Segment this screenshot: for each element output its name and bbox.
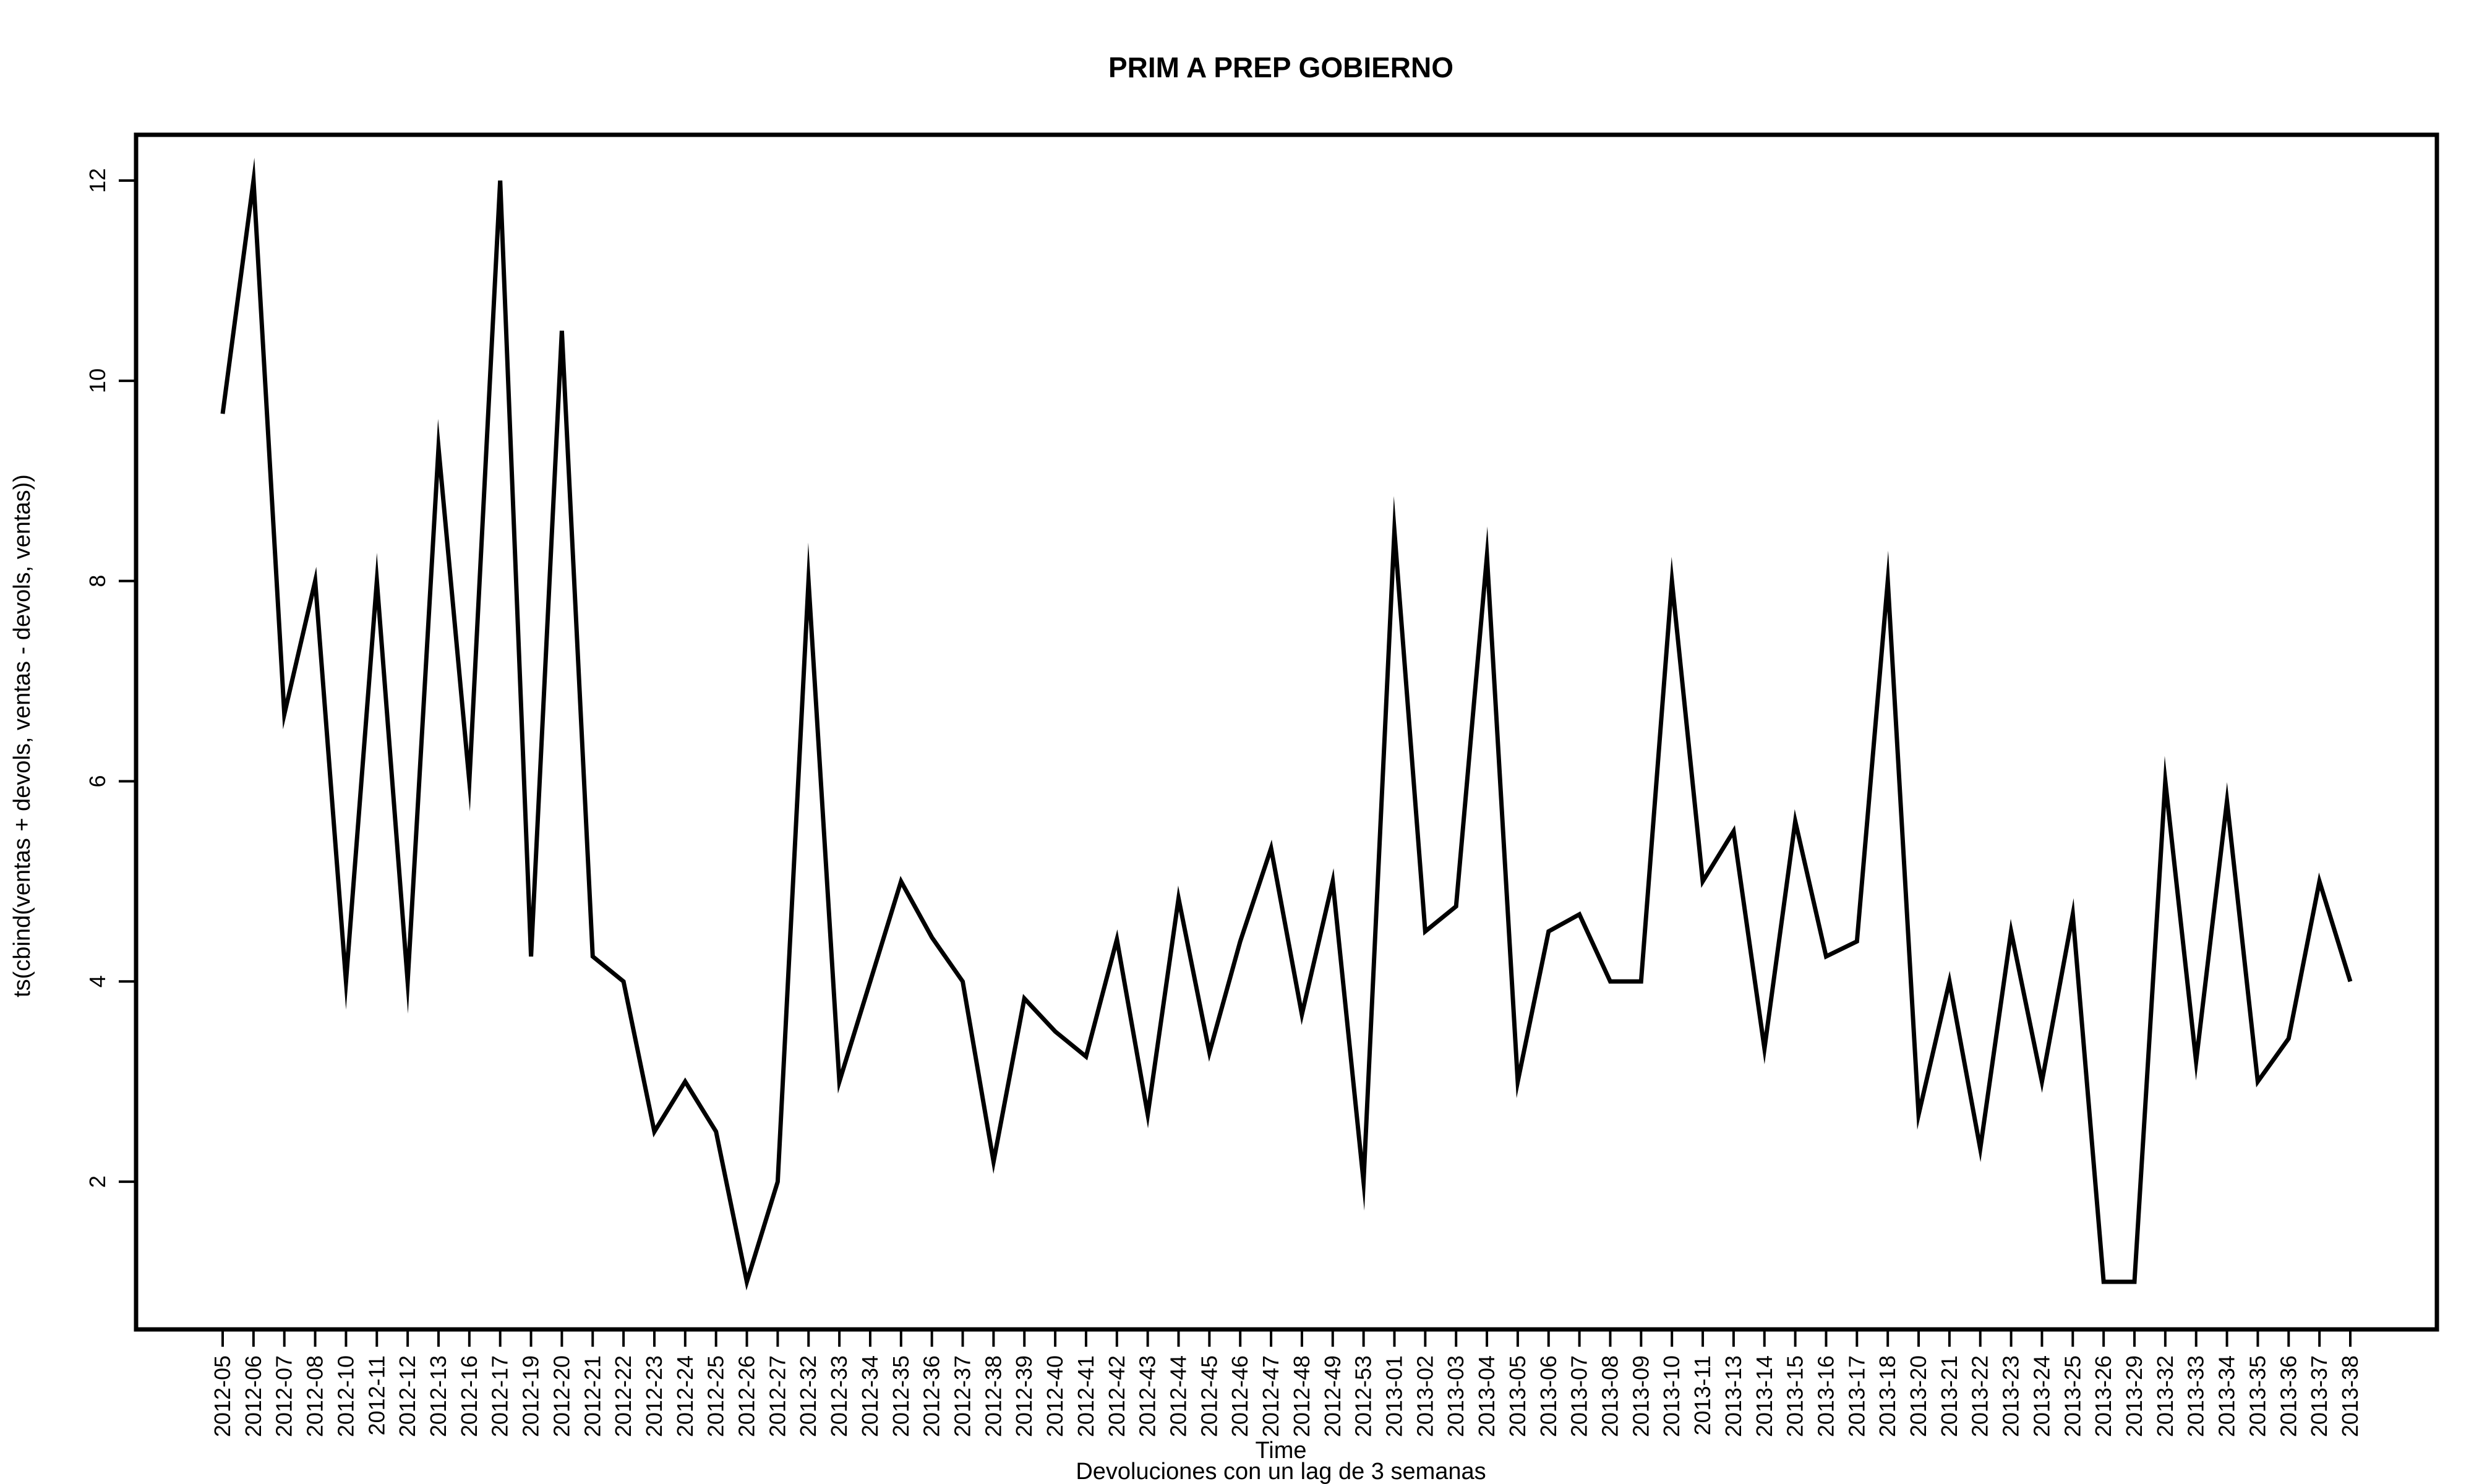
x-tick-label: 2012-10 <box>333 1355 358 1437</box>
x-tick-label: 2012-36 <box>919 1355 944 1437</box>
x-tick-label: 2012-40 <box>1042 1355 1068 1437</box>
chart-title: PRIM A PREP GOBIERNO <box>1108 51 1453 83</box>
x-tick-label: 2013-29 <box>2121 1355 2147 1437</box>
x-tick-label: 2013-02 <box>1412 1355 1437 1437</box>
x-tick-label: 2013-37 <box>2306 1355 2332 1437</box>
x-tick-label: 2013-13 <box>1721 1355 1746 1437</box>
x-tick-label: 2012-35 <box>888 1355 914 1437</box>
x-tick-label: 2013-20 <box>1906 1355 1931 1437</box>
y-tick-label: 10 <box>85 369 110 393</box>
x-tick-label: 2012-19 <box>518 1355 544 1437</box>
plot-frame <box>134 132 2439 1332</box>
x-tick-label: 2012-24 <box>672 1355 698 1437</box>
x-tick-label: 2012-23 <box>641 1355 667 1437</box>
x-tick-label: 2012-39 <box>1011 1355 1037 1437</box>
x-tick-label: 2012-16 <box>456 1355 482 1437</box>
x-tick-label: 2012-53 <box>1351 1355 1376 1437</box>
x-tick-label: 2012-27 <box>764 1355 790 1437</box>
x-axis-sublabel: Devoluciones con un lag de 3 semanas <box>1076 1459 1486 1484</box>
x-tick-label: 2013-23 <box>1998 1355 2024 1437</box>
x-tick-label: 2012-37 <box>950 1355 975 1437</box>
x-tick-label: 2012-21 <box>580 1355 605 1437</box>
x-tick-label: 2013-07 <box>1567 1355 1592 1437</box>
x-axis: 2012-05 2012-06 2012-07 2012-08 2012-10 2012-… <box>210 1329 2363 1437</box>
x-tick-label: 2013-09 <box>1628 1355 1653 1437</box>
x-axis-label: Time <box>1255 1438 1306 1464</box>
x-tick-label: 2013-04 <box>1474 1355 1499 1437</box>
x-tick-label: 2012-22 <box>610 1355 636 1437</box>
y-tick-label: 4 <box>85 975 110 987</box>
x-tick-label: 2012-42 <box>1104 1355 1129 1437</box>
x-tick-label: 2012-25 <box>703 1355 729 1437</box>
x-tick-label: 2013-36 <box>2275 1355 2301 1437</box>
y-tick-label: 12 <box>85 168 110 193</box>
x-tick-label: 2012-32 <box>795 1355 821 1437</box>
y-tick-label: 6 <box>85 775 110 787</box>
x-tick-label: 2012-17 <box>487 1355 513 1437</box>
x-tick-label: 2013-35 <box>2245 1355 2270 1437</box>
x-tick-label: 2013-03 <box>1443 1355 1468 1437</box>
x-tick-label: 2012-12 <box>395 1355 420 1437</box>
x-tick-label: 2013-16 <box>1813 1355 1838 1437</box>
series-line-0 <box>220 157 2353 1291</box>
y-axis-label: ts(cbind(ventas + devols, ventas - devol… <box>9 474 35 997</box>
x-tick-label: 2013-25 <box>2060 1355 2085 1437</box>
x-tick-label: 2013-14 <box>1752 1355 1777 1437</box>
x-tick-label: 2013-05 <box>1505 1355 1530 1437</box>
x-tick-label: 2012-44 <box>1166 1355 1191 1437</box>
x-tick-label: 2013-08 <box>1597 1355 1622 1437</box>
x-tick-label: 2012-33 <box>826 1355 852 1437</box>
y-axis: 2 4 6 8 10 12 <box>85 168 136 1188</box>
x-tick-label: 2012-45 <box>1196 1355 1222 1437</box>
x-tick-label: 2013-18 <box>1875 1355 1900 1437</box>
x-tick-label: 2013-15 <box>1783 1355 1808 1437</box>
x-tick-label: 2012-34 <box>857 1355 883 1437</box>
x-tick-label: 2013-11 <box>1690 1355 1715 1435</box>
x-tick-label: 2012-13 <box>426 1355 451 1437</box>
x-tick-label: 2013-32 <box>2152 1355 2178 1437</box>
x-tick-label: 2012-06 <box>241 1355 266 1437</box>
x-tick-label: 2013-34 <box>2214 1355 2240 1437</box>
x-tick-label: 2012-11 <box>364 1355 389 1435</box>
x-tick-label: 2012-48 <box>1289 1355 1314 1437</box>
y-tick-label: 2 <box>85 1175 110 1188</box>
x-tick-label: 2012-05 <box>210 1355 235 1437</box>
x-tick-label: 2013-22 <box>1967 1355 1993 1437</box>
x-tick-label: 2012-49 <box>1320 1355 1345 1437</box>
x-tick-label: 2012-46 <box>1227 1355 1252 1437</box>
x-tick-label: 2012-20 <box>549 1355 574 1437</box>
x-tick-label: 2013-38 <box>2337 1355 2363 1437</box>
x-tick-label: 2012-07 <box>272 1355 297 1437</box>
x-tick-label: 2012-26 <box>734 1355 760 1437</box>
x-tick-label: 2012-41 <box>1073 1355 1098 1437</box>
x-tick-label: 2013-06 <box>1536 1355 1561 1437</box>
x-tick-label: 2012-43 <box>1135 1355 1160 1437</box>
x-tick-label: 2013-24 <box>2029 1355 2054 1437</box>
x-tick-label: 2013-21 <box>1937 1355 1962 1437</box>
x-tick-label: 2012-38 <box>980 1355 1006 1437</box>
series-layer <box>220 157 2353 1291</box>
y-tick-label: 8 <box>85 575 110 587</box>
x-tick-label: 2013-01 <box>1381 1355 1406 1437</box>
x-tick-label: 2012-08 <box>302 1355 328 1437</box>
x-tick-label: 2013-33 <box>2183 1355 2209 1437</box>
x-tick-label: 2013-17 <box>1844 1355 1869 1437</box>
x-tick-label: 2013-26 <box>2091 1355 2116 1437</box>
x-tick-label: 2013-10 <box>1659 1355 1684 1437</box>
x-tick-label: 2012-47 <box>1258 1355 1283 1437</box>
